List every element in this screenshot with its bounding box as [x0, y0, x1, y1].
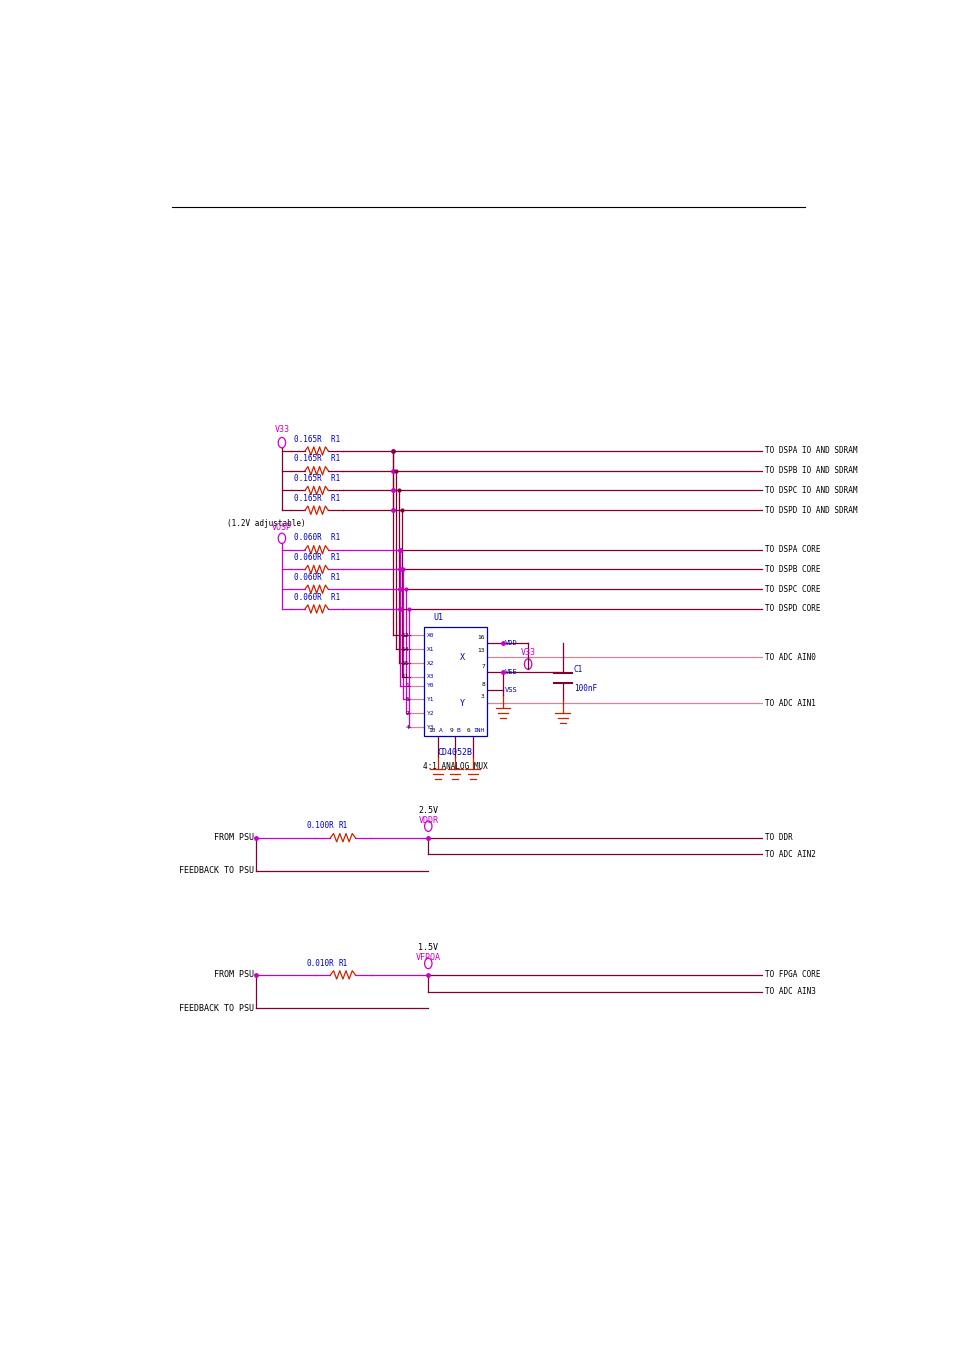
Text: Y3: Y3 [426, 725, 434, 729]
Text: INH: INH [473, 728, 484, 733]
Text: 0.010R: 0.010R [307, 958, 335, 968]
Text: R1: R1 [338, 821, 347, 830]
Text: 16: 16 [477, 634, 485, 640]
Text: 8: 8 [481, 682, 485, 687]
Text: 2.5V: 2.5V [417, 806, 437, 815]
Text: 0.165R  R1: 0.165R R1 [294, 494, 339, 504]
Text: TO DSPC CORE: TO DSPC CORE [764, 585, 820, 594]
Text: VOSP: VOSP [272, 522, 292, 532]
Text: VFPOA: VFPOA [416, 953, 440, 963]
Text: TO DSPB CORE: TO DSPB CORE [764, 566, 820, 574]
Text: TO ADC AIN2: TO ADC AIN2 [764, 849, 815, 859]
Text: FROM PSU: FROM PSU [213, 833, 253, 842]
Text: TO DSPA CORE: TO DSPA CORE [764, 545, 820, 555]
Text: A: A [438, 728, 441, 733]
Text: R1: R1 [338, 958, 347, 968]
Text: B: B [456, 728, 459, 733]
Text: 3: 3 [480, 694, 484, 699]
Text: 12: 12 [401, 633, 409, 639]
Text: Y1: Y1 [426, 697, 434, 702]
Text: FEEDBACK TO PSU: FEEDBACK TO PSU [178, 867, 253, 875]
Text: TO ADC AIN3: TO ADC AIN3 [764, 987, 815, 996]
Text: C1: C1 [574, 666, 582, 674]
Text: VDDR: VDDR [417, 817, 437, 825]
Text: TO DSPC IO AND SDRAM: TO DSPC IO AND SDRAM [764, 486, 857, 495]
Text: 0.060R  R1: 0.060R R1 [294, 533, 339, 543]
Text: 2: 2 [405, 710, 409, 716]
Text: TO DSPB IO AND SDRAM: TO DSPB IO AND SDRAM [764, 466, 857, 475]
Text: 7: 7 [481, 664, 485, 670]
Text: CD4052B: CD4052B [437, 748, 473, 757]
Text: X: X [460, 652, 465, 662]
Text: V33: V33 [274, 425, 289, 435]
Text: 0.165R  R1: 0.165R R1 [294, 474, 339, 483]
Text: 4:1 ANALOG MUX: 4:1 ANALOG MUX [422, 761, 487, 771]
Text: 4: 4 [405, 725, 409, 729]
Text: Y0: Y0 [426, 683, 434, 688]
Text: V33: V33 [520, 648, 535, 657]
Text: 1: 1 [405, 683, 409, 688]
Text: 10: 10 [428, 728, 435, 733]
Text: 0.165R  R1: 0.165R R1 [294, 435, 339, 444]
Text: TO ADC AIN0: TO ADC AIN0 [764, 652, 815, 662]
Text: TO DSPA IO AND SDRAM: TO DSPA IO AND SDRAM [764, 447, 857, 455]
Text: FEEDBACK TO PSU: FEEDBACK TO PSU [178, 1003, 253, 1012]
Bar [423, 626, 486, 736]
Text: 5: 5 [405, 697, 409, 702]
Text: 0.060R  R1: 0.060R R1 [294, 572, 339, 582]
Text: 0.165R  R1: 0.165R R1 [294, 455, 339, 463]
Text: 0.060R  R1: 0.060R R1 [294, 593, 339, 602]
Text: 0.100R: 0.100R [307, 821, 335, 830]
Text: X1: X1 [426, 647, 434, 652]
Text: FROM PSU: FROM PSU [213, 971, 253, 979]
Text: TO DDR: TO DDR [764, 833, 792, 842]
Text: VEE: VEE [504, 670, 517, 675]
Text: 13: 13 [476, 648, 484, 653]
Text: 6: 6 [466, 728, 470, 733]
Text: TO ADC AIN1: TO ADC AIN1 [764, 698, 815, 707]
Text: 1.5V: 1.5V [417, 944, 437, 952]
Text: TO DSPD CORE: TO DSPD CORE [764, 605, 820, 613]
Text: 9: 9 [449, 728, 453, 733]
Text: 11: 11 [401, 675, 409, 679]
Text: VDD: VDD [504, 640, 517, 647]
Text: VSS: VSS [504, 687, 517, 693]
Text: TO FPGA CORE: TO FPGA CORE [764, 971, 820, 979]
Text: 0.060R  R1: 0.060R R1 [294, 554, 339, 562]
Text: TO DSPD IO AND SDRAM: TO DSPD IO AND SDRAM [764, 506, 857, 514]
Text: Y: Y [460, 698, 465, 707]
Text: (1.2V adjustable): (1.2V adjustable) [227, 518, 306, 528]
Text: X0: X0 [426, 633, 434, 639]
Text: X3: X3 [426, 675, 434, 679]
Text: 15: 15 [401, 660, 409, 666]
Text: U1: U1 [433, 613, 443, 622]
Text: 14: 14 [401, 647, 409, 652]
Text: Y2: Y2 [426, 710, 434, 716]
Text: 100nF: 100nF [574, 684, 597, 693]
Text: X2: X2 [426, 660, 434, 666]
